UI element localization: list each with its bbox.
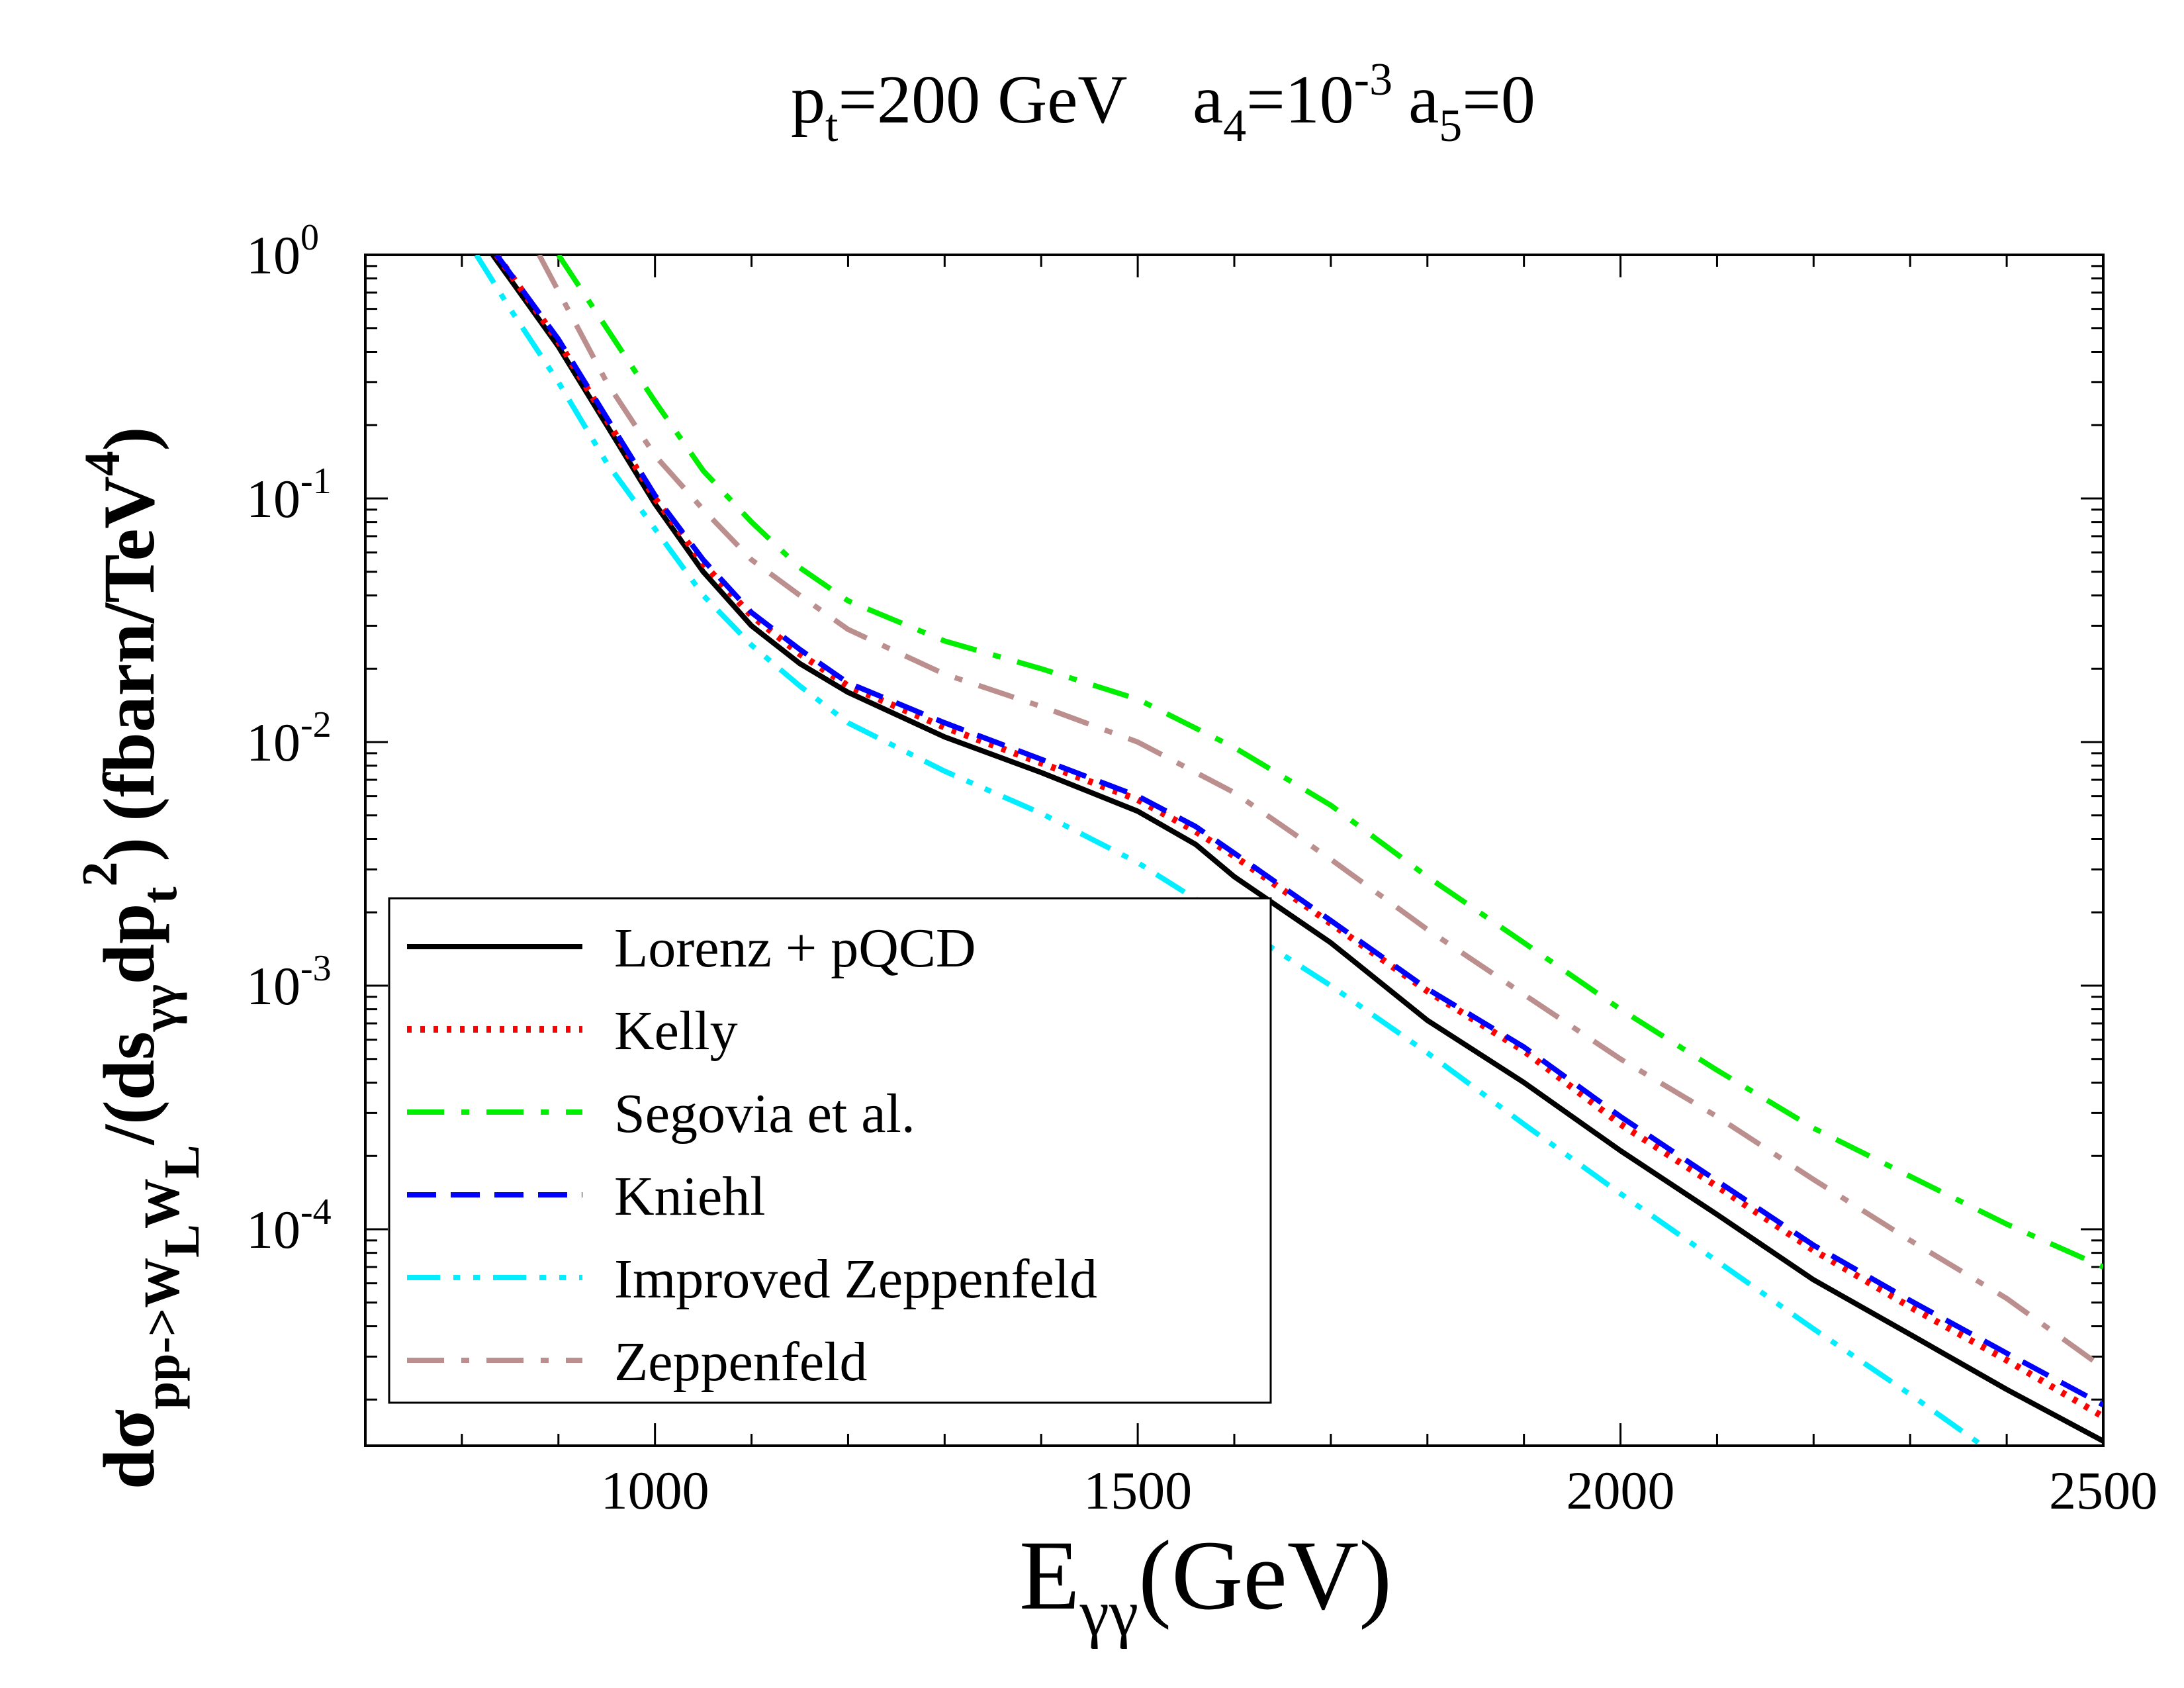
legend-label: Segovia et al. (614, 1083, 915, 1145)
y-label-paren-close: ) (89, 837, 169, 862)
y-tick-base: 10 (246, 225, 300, 285)
y-label-dsigma: dσ (89, 1409, 169, 1489)
y-tick-base: 10 (246, 956, 300, 1016)
y-tick-base: 10 (246, 1199, 300, 1260)
chart-title: pt=200 GeV a4=10-3 a5=0 (791, 54, 1535, 152)
y-label-sub-l2: L (154, 1145, 210, 1178)
y-tick-base: 10 (246, 469, 300, 529)
x-tick-label: 1500 (1083, 1460, 1192, 1521)
x-tick-label: 2500 (2049, 1460, 2158, 1521)
y-tick-label: 100 (246, 217, 319, 285)
y-label-units-sup: 4 (75, 451, 130, 476)
y-tick-exponent: -2 (300, 704, 332, 745)
title-a4-exp: -3 (1354, 54, 1392, 105)
series-line-3 (494, 255, 2103, 1407)
ticks (365, 254, 2105, 1446)
y-label-dp-sup: 2 (72, 861, 128, 886)
x-tick-label: 2000 (1567, 1460, 1675, 1521)
y-label-slash-ds: /(ds (89, 1031, 169, 1146)
legend-label: Lorenz + pQCD (614, 917, 976, 979)
series-line-5 (537, 255, 2103, 1370)
legend-label: Improved Zeppenfeld (614, 1248, 1097, 1310)
x-axis-label-rest: (GeV) (1138, 1521, 1392, 1630)
series-layer (474, 255, 2103, 1446)
legend: Lorenz + pQCD Kelly Segovia et al. Kniehl Im… (407, 917, 1097, 1393)
title-pt-val: =200 GeV (838, 62, 1126, 138)
y-label-dp-sub: t (132, 886, 187, 903)
y-tick-exponent: -4 (300, 1192, 332, 1233)
y-label-dp: dp (89, 904, 169, 984)
title-a4-val: =10 (1246, 62, 1354, 138)
y-label-units: (fbarn/TeV (89, 476, 169, 821)
title-a4-sub: 4 (1223, 101, 1246, 152)
title-pt-sub: t (825, 101, 839, 152)
y-tick-base: 10 (246, 712, 300, 773)
y-axis-label: dσpp->WLWL/(dsγγdpt2)(fbarn/TeV4) (72, 427, 210, 1489)
y-tick-exponent: 0 (300, 217, 319, 258)
x-axis-label: Eγγ(GeV) (1019, 1521, 1392, 1650)
y-label-sub-w2: W (134, 1178, 190, 1229)
legend-box (388, 897, 1272, 1404)
x-axis-label-main: E (1019, 1521, 1080, 1630)
series-line-4 (474, 255, 1987, 1446)
y-tick-label: 10-2 (246, 704, 332, 773)
legend-label: Zeppenfeld (614, 1331, 867, 1393)
title-a4: a (1193, 62, 1223, 138)
x-axis-label-sub: γγ (1079, 1576, 1138, 1650)
y-label-sub-pp: pp->W (134, 1258, 190, 1409)
title-pt: p (791, 62, 825, 138)
legend-label: Kelly (614, 1000, 738, 1062)
y-tick-label: 10-4 (246, 1192, 332, 1260)
series-line-2 (556, 255, 2103, 1270)
legend-label: Kniehl (614, 1166, 766, 1227)
y-tick-exponent: -3 (300, 948, 332, 989)
y-label-sub-l1: L (154, 1226, 210, 1258)
x-tick-label: 1000 (601, 1460, 709, 1521)
title-a5-val: =0 (1462, 62, 1535, 138)
y-tick-label: 10-3 (246, 948, 332, 1016)
y-label-s-sub: γγ (132, 984, 187, 1032)
y-tick-label: 10-1 (246, 461, 332, 529)
y-tick-exponent: -1 (300, 461, 332, 502)
series-line-0 (490, 255, 2103, 1444)
title-a5: a (1408, 62, 1439, 138)
title-a5-sub: 5 (1439, 101, 1462, 152)
y-label-units-close: ) (89, 427, 169, 451)
